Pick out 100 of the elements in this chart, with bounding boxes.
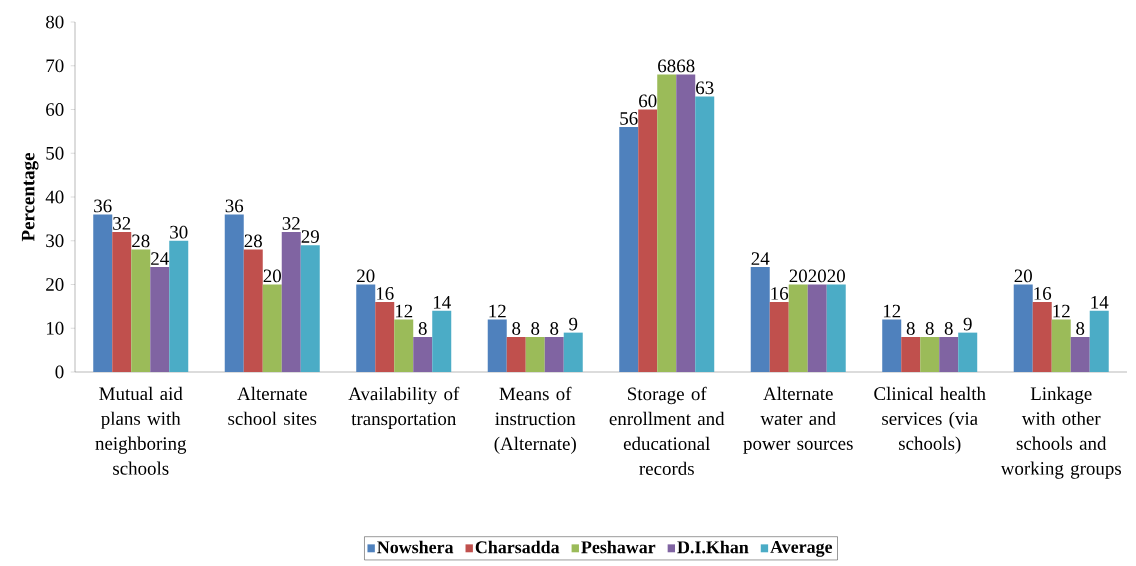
data-label: 12	[489, 304, 506, 318]
legend-label: Peshawar	[581, 540, 656, 554]
data-label: 8	[925, 322, 934, 335]
bar	[638, 109, 658, 372]
x-tick-label: Alternate water and power sources	[743, 386, 853, 454]
bar	[920, 337, 940, 372]
data-label: 24	[151, 252, 169, 265]
bar	[1051, 319, 1071, 372]
y-tick-label: 80	[46, 15, 64, 29]
bar	[807, 284, 827, 372]
data-label: 12	[395, 304, 413, 318]
data-label: 28	[132, 234, 150, 248]
y-tick-label: 60	[46, 103, 64, 116]
data-label: 32	[113, 217, 131, 230]
x-tick-label: Mutual aid plans with neighboring schools	[95, 386, 187, 475]
data-label: 20	[789, 269, 807, 283]
bar	[826, 284, 846, 372]
bar	[750, 267, 770, 372]
data-label: 60	[639, 94, 657, 108]
bar	[788, 284, 808, 372]
bar	[356, 284, 376, 372]
x-tick-label: Clinical health services (via schools)	[874, 386, 986, 454]
bar	[563, 332, 583, 372]
bar	[432, 310, 452, 372]
legend-label: Nowshera	[377, 540, 454, 554]
x-tick-label: Alternate school sites	[228, 386, 317, 425]
data-label: 8	[944, 322, 953, 335]
data-label: 20	[808, 269, 826, 283]
data-label: 20	[827, 269, 845, 283]
bar	[939, 337, 959, 372]
data-label: 8	[1076, 322, 1085, 335]
data-label: 8	[418, 322, 427, 335]
data-label: 32	[282, 217, 300, 230]
bar	[882, 319, 902, 372]
bar	[262, 284, 282, 372]
bar	[1032, 302, 1052, 372]
bar	[112, 232, 132, 372]
data-label: 63	[696, 81, 714, 95]
y-tick-label: 40	[45, 190, 64, 204]
data-label: 16	[771, 287, 789, 300]
bar	[695, 96, 715, 372]
bar	[93, 214, 113, 372]
x-tick-label: Linkage with other schools and working groups	[1000, 386, 1122, 479]
data-label: 8	[906, 322, 915, 335]
y-axis-title: Percentage	[21, 152, 39, 242]
data-label: 56	[620, 112, 638, 125]
y-tick-label: 30	[46, 234, 64, 248]
bar	[394, 319, 414, 372]
bar	[375, 302, 395, 372]
bar	[413, 337, 433, 372]
data-label: 36	[225, 199, 244, 213]
bar	[958, 332, 978, 372]
bar	[544, 337, 564, 372]
data-label: 24	[751, 252, 770, 265]
data-label: 9	[569, 317, 578, 331]
bar	[300, 245, 320, 372]
bar	[619, 127, 639, 372]
bar	[1070, 337, 1090, 372]
data-label: 14	[433, 296, 451, 309]
bar	[525, 337, 545, 372]
data-label: 8	[512, 322, 521, 335]
y-tick-label: 20	[46, 278, 64, 291]
bar	[224, 214, 244, 372]
data-label: 14	[1091, 296, 1109, 309]
bar	[169, 240, 189, 372]
legend-label: D.I.Khan	[677, 540, 749, 554]
bar	[1089, 310, 1109, 372]
data-label: 28	[244, 234, 262, 248]
data-label: 68	[677, 59, 695, 73]
bar	[506, 337, 526, 372]
x-tick-label: Means of instruction (Alternate)	[494, 386, 576, 454]
bar	[487, 319, 507, 372]
y-tick-label: 0	[55, 365, 64, 379]
data-label: 36	[94, 199, 112, 213]
data-label: 8	[550, 322, 559, 335]
bar	[281, 232, 301, 372]
data-label: 16	[1034, 287, 1052, 300]
data-label: 12	[1053, 304, 1070, 318]
legend-label: Charsadda	[475, 540, 560, 554]
y-tick-label: 10	[46, 321, 64, 335]
bar	[131, 249, 151, 372]
data-label: 68	[658, 59, 676, 73]
data-label: 30	[170, 225, 188, 239]
data-label: 8	[531, 322, 540, 335]
data-label: 12	[883, 304, 901, 318]
bar	[901, 337, 921, 372]
data-label: 20	[1014, 269, 1032, 283]
data-label: 20	[357, 269, 375, 283]
bar	[1013, 284, 1033, 372]
legend-label: Average	[770, 540, 833, 557]
bar	[676, 74, 696, 372]
bar	[657, 74, 677, 372]
x-tick-label: Storage of enrollment and educational records	[609, 386, 725, 475]
x-tick-label: Availability of transportation	[348, 386, 460, 430]
data-label: 20	[263, 269, 281, 283]
y-tick-label: 70	[46, 59, 64, 73]
data-label: 16	[376, 287, 394, 300]
data-label: 9	[963, 317, 972, 331]
y-tick-label: 50	[46, 146, 64, 160]
bar	[769, 302, 789, 372]
